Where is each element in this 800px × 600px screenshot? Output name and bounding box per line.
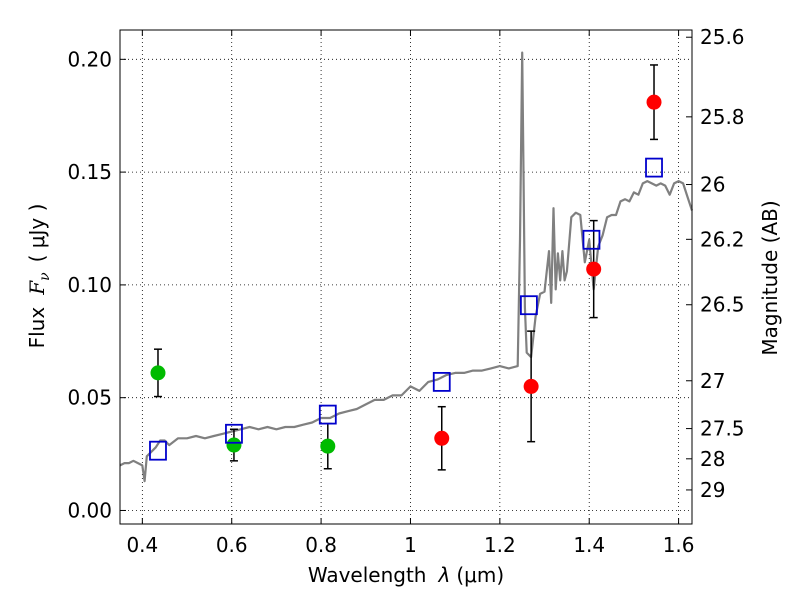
- y2-tick-label: 26: [700, 173, 725, 197]
- plot-frame: [119, 29, 693, 525]
- x-tick-label: 1.6: [663, 533, 695, 557]
- y2-tick-label: 27: [700, 369, 725, 393]
- red-data-point: [434, 430, 450, 446]
- model-square: [225, 423, 243, 444]
- y2-axis: 25.6 25.8 26 26.2 26.5 27 27.5 28 29: [686, 25, 745, 502]
- squares-layer: [149, 157, 663, 461]
- model-square: [519, 295, 538, 316]
- y-axis-title: FluxFν( μJy ): [25, 204, 53, 349]
- y2-tick-label: 27.5: [700, 417, 745, 441]
- model-square: [582, 229, 601, 250]
- x-tick-label: 1: [404, 533, 417, 557]
- grid: [120, 30, 692, 524]
- x-axis: 0.4 0.6 0.8 1 1.2 1.4 1.6: [126, 30, 695, 557]
- x-axis-title: Wavelength λ (μm): [308, 563, 504, 587]
- green-data-point: [226, 437, 242, 453]
- red-data-point: [523, 378, 539, 394]
- y2-tick-label: 25.6: [700, 25, 745, 49]
- green-data-point: [150, 365, 166, 381]
- y-axis: 0.00 0.05 0.10 0.15 0.20: [67, 47, 126, 522]
- x-tick-label: 1.2: [484, 533, 516, 557]
- y2-axis-title: Magnitude (AB): [758, 200, 782, 355]
- y-tick-label: 0.05: [67, 386, 112, 410]
- green-data-point: [320, 438, 336, 454]
- model-square: [149, 440, 167, 461]
- points-layer: [150, 94, 662, 454]
- y2-tick-label: 29: [700, 478, 725, 502]
- y2-tick-label: 26.2: [700, 227, 745, 251]
- y2-tick-label: 26.5: [700, 293, 745, 317]
- model-square: [432, 371, 451, 392]
- spectrum-layer: [119, 51, 694, 483]
- y-tick-label: 0.15: [67, 160, 112, 184]
- y2-tick-label: 28: [700, 447, 725, 471]
- x-tick-label: 0.4: [126, 533, 158, 557]
- y-tick-label: 0.10: [67, 273, 112, 297]
- spectrum-line: [119, 51, 694, 483]
- x-tick-label: 1.4: [573, 533, 605, 557]
- x-tick-label: 0.6: [216, 533, 248, 557]
- errorbar-layer: [153, 64, 659, 471]
- y2-tick-label: 25.8: [700, 105, 745, 129]
- model-square: [318, 404, 337, 425]
- model-square: [645, 157, 663, 178]
- y-tick-label: 0.00: [67, 498, 112, 522]
- x-tick-label: 0.8: [305, 533, 337, 557]
- red-data-point: [586, 261, 602, 277]
- red-data-point: [646, 94, 662, 110]
- y-tick-label: 0.20: [67, 47, 112, 71]
